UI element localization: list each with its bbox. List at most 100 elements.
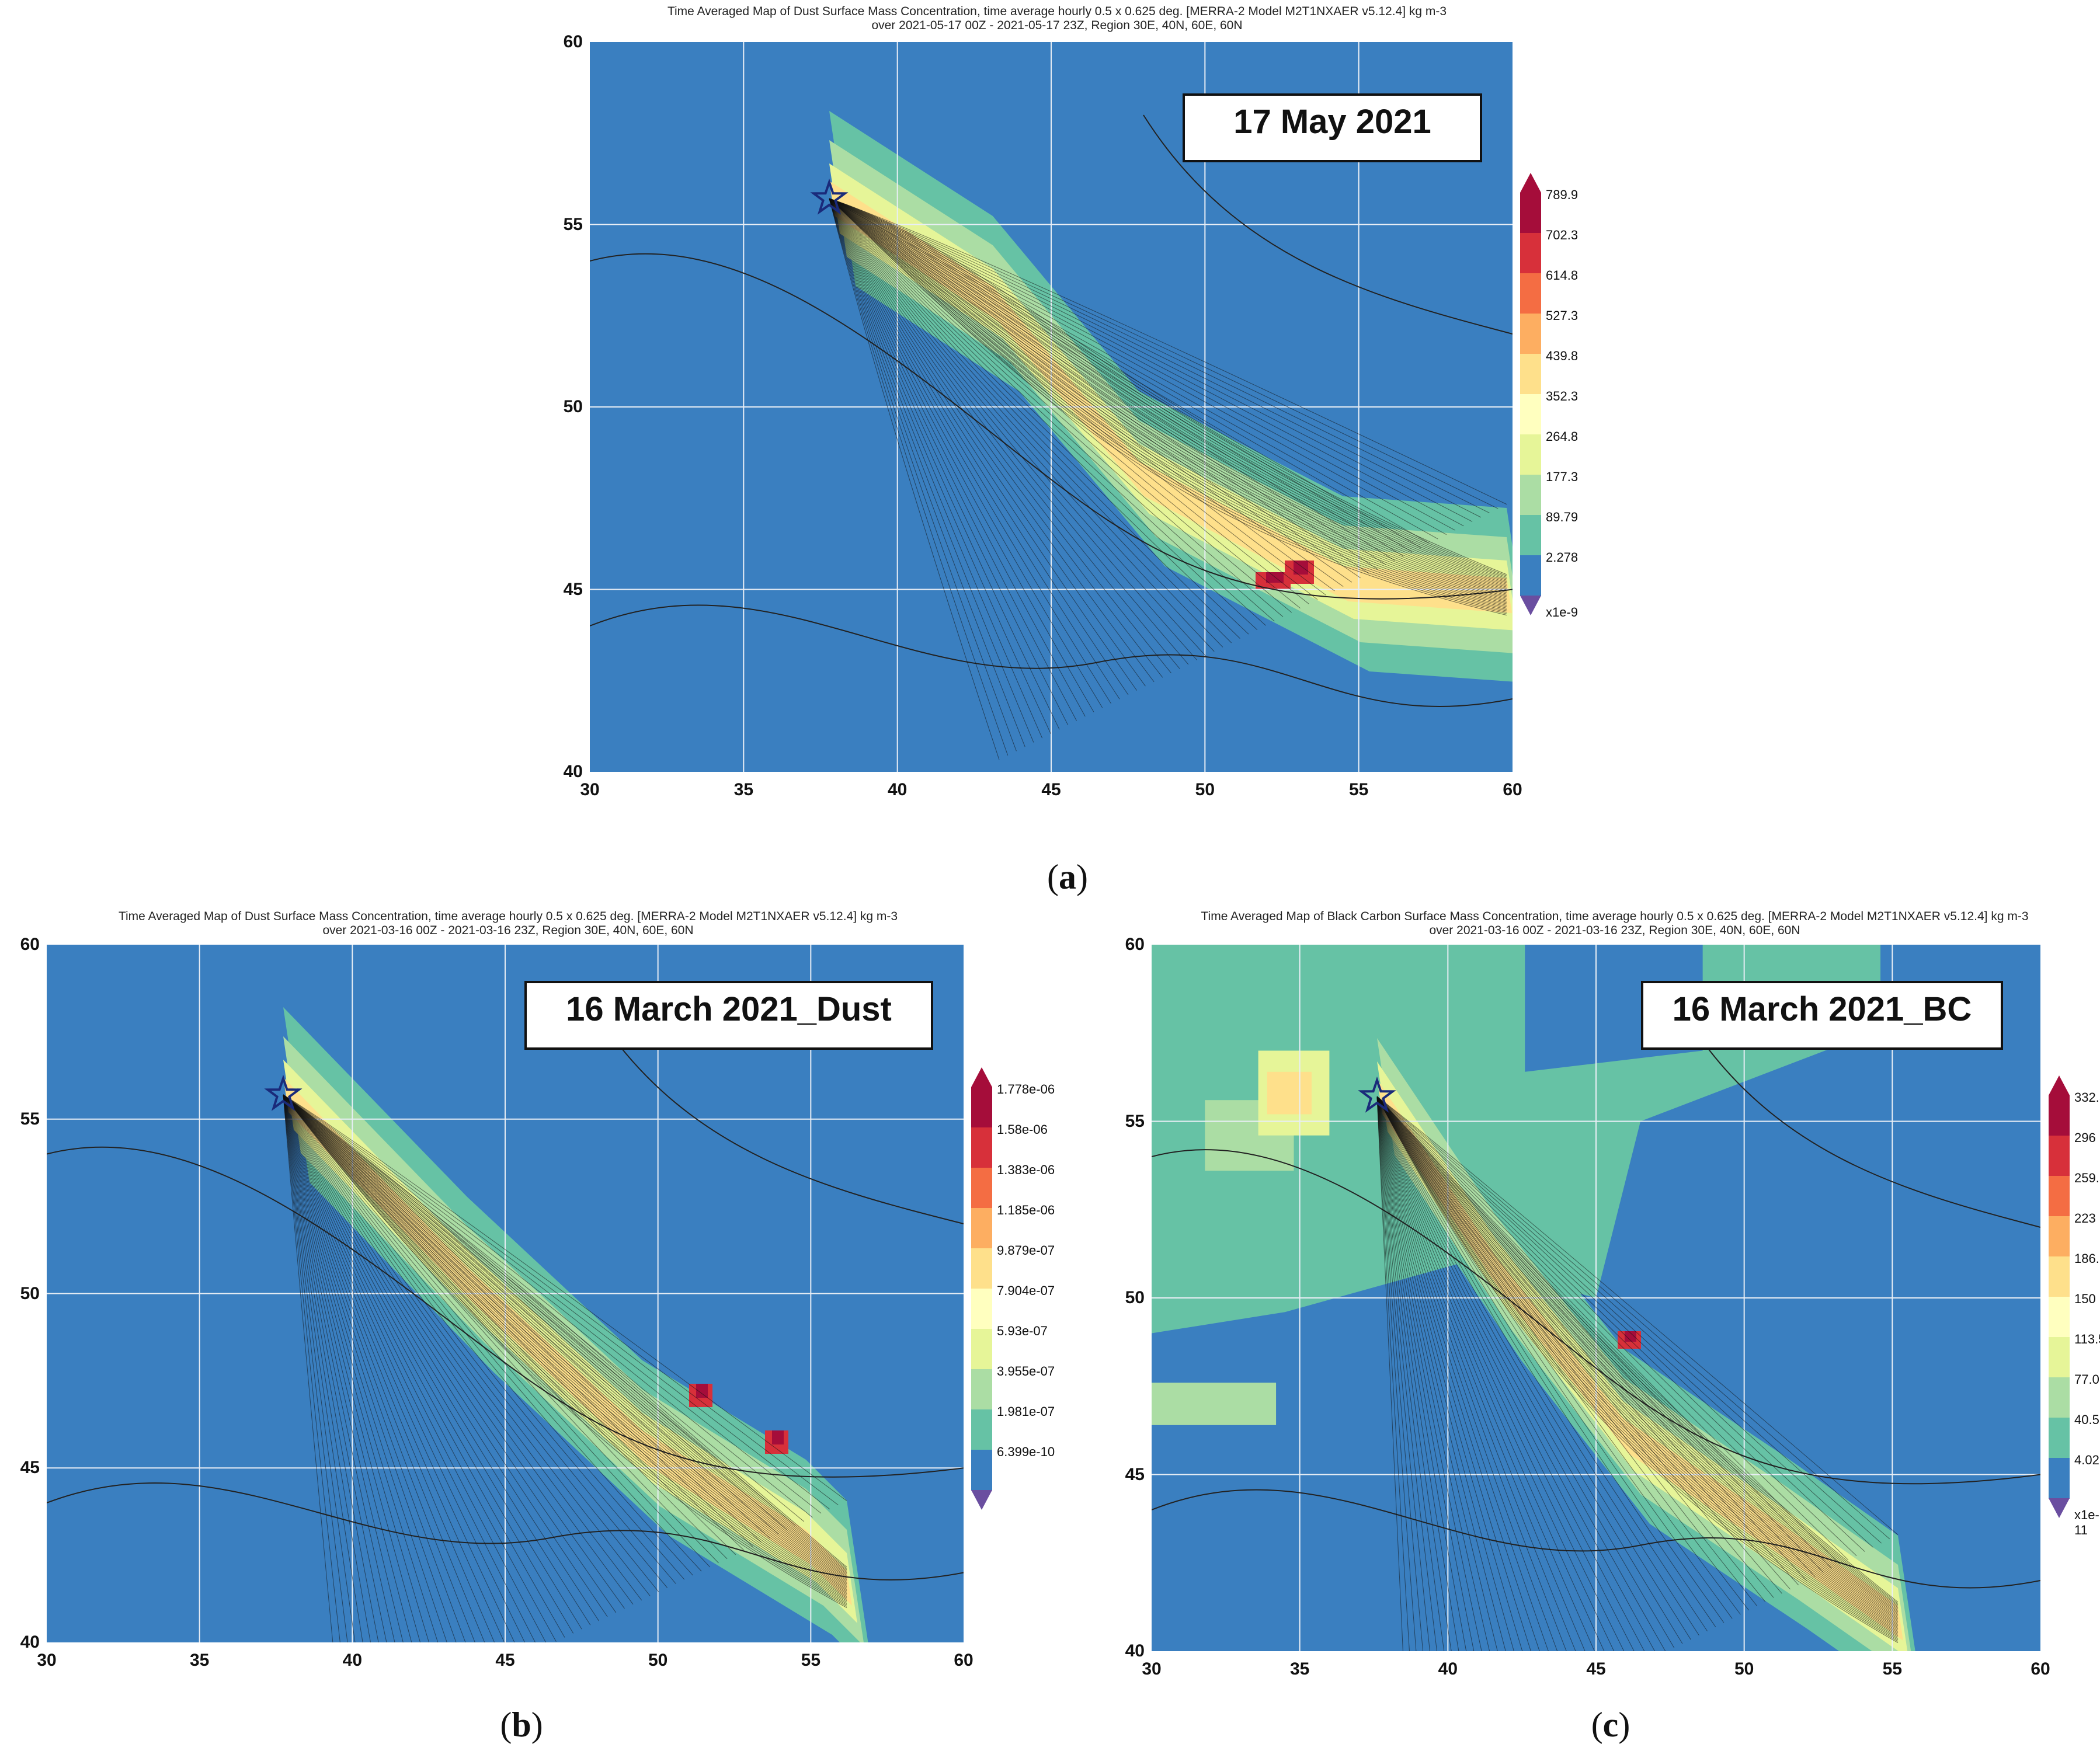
trajectory-line — [829, 198, 1507, 582]
trajectory-line — [1376, 1096, 1595, 1651]
colorbar-min-arrow — [2049, 1498, 2070, 1518]
trajectory-line — [1376, 1096, 1899, 1621]
trajectory-line — [283, 1094, 847, 1582]
trajectory-line — [283, 1094, 659, 1592]
trajectory-line — [1376, 1096, 1899, 1606]
trajectory-line — [829, 198, 1507, 602]
trajectory-line — [283, 1094, 466, 1642]
trajectory-line — [283, 1094, 634, 1605]
colorbar-segment — [2049, 1095, 2070, 1136]
trajectory-line — [1376, 1096, 1452, 1651]
trajectory-line — [283, 1094, 599, 1621]
colorbar-segment — [2049, 1337, 2070, 1378]
bc-cell — [1152, 1383, 1277, 1425]
trajectory-line — [829, 198, 1507, 604]
y-tick-label: 40 — [563, 762, 583, 781]
trajectory-line — [829, 198, 1215, 652]
trajectory-line — [829, 198, 1507, 607]
colorbar-segment — [971, 1248, 992, 1289]
colorbar-label: 702.3 — [1546, 228, 1579, 242]
trajectory-line — [1376, 1096, 1899, 1644]
plume-mid — [1377, 1038, 1911, 1651]
trajectory-line — [1376, 1096, 1576, 1651]
trajectory-line — [1376, 1096, 1899, 1613]
colorbar-label: 789.9 — [1546, 187, 1579, 202]
caption-b: (b) — [500, 1705, 543, 1744]
trajectory-line — [1376, 1096, 1899, 1618]
date-label: 16 March 2021_BC — [1641, 981, 2003, 1050]
trajectory-line — [283, 1094, 485, 1642]
trajectory-line — [283, 1094, 430, 1642]
trajectory-line — [283, 1094, 847, 1568]
trajectory-line — [1376, 1096, 1506, 1651]
colorbar-segment — [2049, 1418, 2070, 1458]
trajectory-line — [1376, 1096, 1899, 1634]
colorbar-max-arrow — [2049, 1075, 2070, 1095]
trajectory-line — [283, 1094, 847, 1502]
trajectory-line — [283, 1094, 557, 1642]
trajectory-line — [829, 198, 1507, 610]
colorbar-label: 2.278 — [1546, 550, 1579, 565]
trajectory-line — [829, 198, 1507, 588]
trajectory-line — [283, 1094, 565, 1638]
trajectory-line — [829, 198, 1507, 593]
trajectory-line — [283, 1094, 404, 1642]
trajectory-line — [1376, 1096, 1899, 1624]
trajectory-line — [283, 1094, 847, 1606]
trajectory-line — [829, 198, 1138, 691]
trajectory-line — [1376, 1096, 1899, 1611]
star-icon — [264, 1074, 303, 1111]
colorbar-label: 264.8 — [1546, 429, 1579, 444]
colorbar-min-arrow — [971, 1490, 992, 1510]
trajectory-line — [283, 1094, 505, 1642]
colorbar-segment — [1520, 394, 1541, 435]
trajectory-line — [283, 1094, 371, 1642]
date-label: 16 March 2021_Dust — [524, 981, 933, 1050]
trajectory-line — [829, 198, 1009, 756]
trajectory-line — [283, 1094, 847, 1588]
trajectory-line — [283, 1094, 617, 1613]
trajectory-line — [829, 198, 1129, 695]
x-tick-label: 55 — [801, 1651, 821, 1670]
trajectory-line — [283, 1094, 847, 1592]
trajectory-line — [1376, 1096, 1683, 1644]
trajectory-line — [829, 198, 1266, 626]
colorbar-segment — [2049, 1176, 2070, 1217]
trajectory-line — [283, 1094, 395, 1642]
trajectory-line — [829, 198, 1034, 743]
trajectory-line — [829, 198, 1000, 760]
trajectory-line — [829, 198, 1189, 665]
x-tick-label: 30 — [37, 1651, 57, 1670]
trajectory-line — [283, 1094, 847, 1573]
trajectory-line — [1376, 1096, 1475, 1651]
trajectory-line — [829, 198, 1507, 578]
trajectory-line — [1376, 1096, 1656, 1651]
trajectory-line — [1376, 1096, 1899, 1536]
x-tick-label: 55 — [1348, 780, 1369, 799]
trajectory-line — [1376, 1096, 1498, 1651]
trajectory-line — [283, 1094, 515, 1642]
trajectory-line — [283, 1094, 536, 1642]
colorbar-label: 89.79 — [1546, 510, 1579, 524]
y-tick-label: 60 — [563, 32, 583, 51]
border-line — [1152, 1149, 2040, 1485]
colorbar-label: 3.955e-07 — [997, 1364, 1055, 1378]
trajectory-line — [283, 1094, 379, 1642]
colorbar-segment — [1520, 475, 1541, 516]
colorbar-label: 296 — [2074, 1130, 2096, 1145]
colorbar-label: 177.3 — [1546, 469, 1579, 484]
colorbar-label: 1.981e-07 — [997, 1404, 1055, 1419]
trajectory-line — [283, 1094, 625, 1609]
trajectory-line — [1376, 1096, 1635, 1651]
trajectory-line — [283, 1094, 547, 1642]
trajectory-line — [829, 198, 1249, 635]
trajectory-line — [283, 1094, 847, 1600]
title-line-2: over 2021-03-16 00Z - 2021-03-16 23Z, Re… — [1429, 924, 1800, 937]
trajectory-line — [283, 1094, 847, 1599]
trajectory-line — [1376, 1096, 1857, 1557]
colorbar-segment — [1520, 555, 1541, 596]
title-line-2: over 2021-03-16 00Z - 2021-03-16 23Z, Re… — [322, 924, 694, 937]
trajectory-line — [1376, 1096, 1586, 1651]
trajectory-line — [283, 1094, 847, 1604]
y-tick-label: 50 — [20, 1283, 40, 1303]
